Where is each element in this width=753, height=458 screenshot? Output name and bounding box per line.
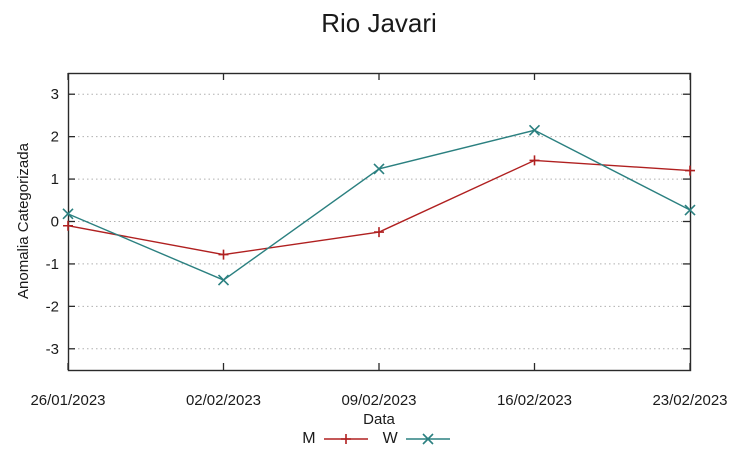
- legend-entry-M: M: [302, 430, 368, 448]
- plus-marker: [685, 165, 695, 176]
- x-tick-label: 09/02/2023: [341, 392, 416, 409]
- legend-label: M: [302, 430, 316, 447]
- series-line-M: [67, 159, 691, 256]
- y-tick-label: -2: [46, 298, 59, 315]
- cross-marker: [62, 208, 74, 220]
- cross-marker: [422, 433, 434, 445]
- series-M: [63, 155, 695, 260]
- chart-title: Rio Javari: [321, 8, 437, 38]
- y-axis-label: Anomalia Categorizada: [15, 143, 32, 299]
- plus-marker: [529, 155, 540, 166]
- gridlines: [69, 93, 689, 350]
- legend-sample-M: [323, 434, 368, 444]
- legend-entry-W: W: [383, 430, 451, 448]
- cross-marker: [684, 204, 696, 216]
- cross-marker: [217, 274, 230, 286]
- plus-marker: [374, 227, 384, 238]
- legend-label: W: [382, 430, 398, 447]
- x-tick-label: 26/01/2023: [30, 392, 105, 409]
- cross-marker: [528, 124, 541, 136]
- y-tick-label: 2: [51, 129, 59, 146]
- plus-marker: [340, 434, 351, 444]
- ticks: [67, 73, 691, 370]
- plus-marker: [218, 249, 229, 260]
- cross-marker: [373, 163, 385, 175]
- legend-sample-W: [405, 433, 450, 445]
- x-tick-label: 02/02/2023: [186, 392, 261, 409]
- y-tick-label: -1: [46, 256, 59, 273]
- y-tick-label: 0: [51, 214, 59, 231]
- x-axis-label: Data: [363, 411, 395, 428]
- x-tick-label: 23/02/2023: [652, 392, 727, 409]
- plus-marker: [63, 220, 73, 231]
- y-tick-label: 3: [51, 86, 59, 103]
- series-W: [62, 124, 696, 286]
- y-tick-label: -3: [46, 341, 59, 358]
- series-line-W: [67, 129, 691, 281]
- y-tick-label: 1: [51, 171, 59, 188]
- x-tick-label: 16/02/2023: [497, 392, 572, 409]
